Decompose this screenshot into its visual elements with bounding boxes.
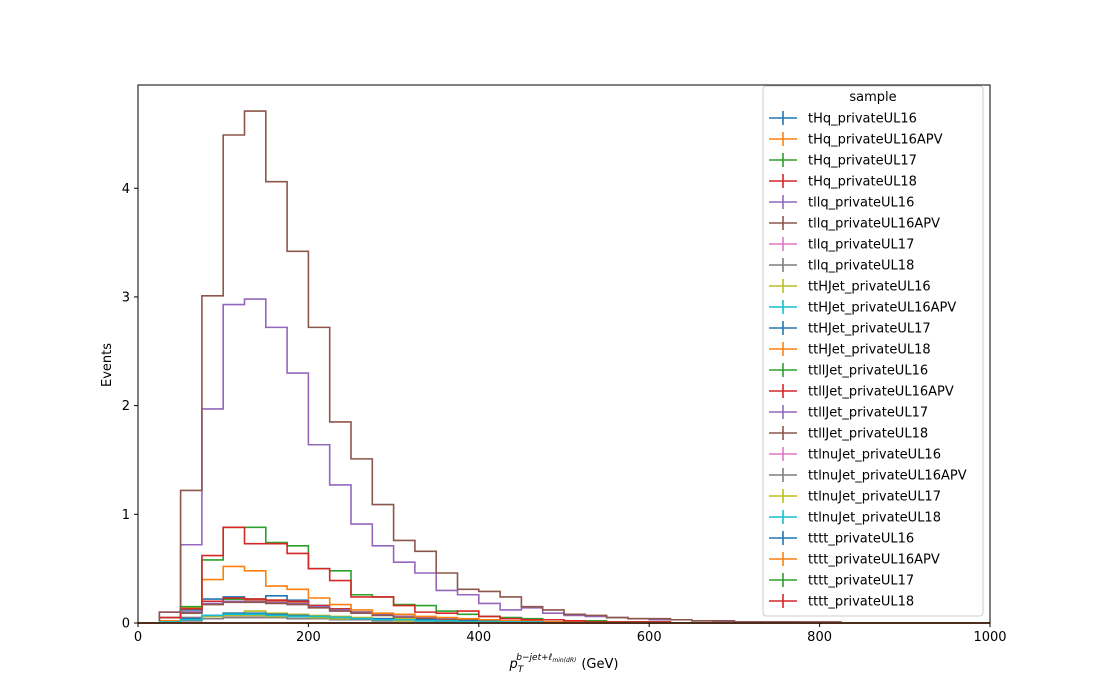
legend-label: ttllJet_privateUL18 [808, 427, 928, 442]
y-tick-label-2: 2 [122, 399, 130, 414]
legend-label: ttHJet_privateUL17 [808, 322, 931, 337]
legend-entry-6: tllq_privateUL17 [769, 237, 914, 253]
plot-frame [137, 84, 991, 624]
legend-entry-22: tttt_privateUL17 [769, 573, 914, 589]
legend-entry-7: tllq_privateUL18 [769, 258, 914, 274]
x-tick-label-4: 800 [807, 630, 832, 645]
x-axis-label-unit: (GeV) [581, 657, 618, 672]
legend-label: ttHJet_privateUL18 [808, 343, 931, 358]
legend-label: ttlnuJet_privateUL18 [808, 511, 941, 526]
legend-label: tttt_privateUL16 [808, 532, 914, 547]
legend-label: tttt_privateUL16APV [808, 553, 940, 568]
legend-label: tttt_privateUL18 [808, 595, 914, 610]
legend-label: ttHJet_privateUL16APV [808, 301, 956, 316]
legend-entry-3: tHq_privateUL18 [769, 174, 917, 190]
x-tick-label-5: 1000 [973, 630, 1006, 645]
legend-label: ttHJet_privateUL16 [808, 280, 931, 295]
x-tick-label-0: 0 [134, 630, 142, 645]
legend-label: tllq_privateUL16 [808, 196, 914, 211]
x-axis-label-sup: b−jet+ℓ [516, 653, 552, 663]
x-axis-label: pTb−jet+ℓmin(dR) (GeV) [509, 653, 619, 675]
legend-label: tHq_privateUL16 [808, 112, 917, 127]
legend-label: tllq_privateUL16APV [808, 217, 940, 232]
legend-entry-21: tttt_privateUL16APV [769, 552, 940, 568]
legend-label: tHq_privateUL17 [808, 154, 917, 169]
legend-entry-18: ttlnuJet_privateUL17 [769, 489, 941, 505]
legend-entry-15: ttllJet_privateUL18 [769, 426, 928, 442]
x-axis-label-base: p [509, 657, 518, 672]
legend-label: ttlnuJet_privateUL17 [808, 490, 941, 505]
x-axis-label-sub: T [518, 665, 525, 675]
legend-entry-10: ttHJet_privateUL17 [769, 321, 931, 337]
legend-entry-14: ttllJet_privateUL17 [769, 405, 928, 421]
x-tick-label-3: 600 [637, 630, 662, 645]
legend-entry-5: tllq_privateUL16APV [769, 216, 940, 232]
y-axis-label: Events [100, 343, 115, 387]
legend-label: tllq_privateUL18 [808, 259, 914, 274]
legend-label: ttlnuJet_privateUL16 [808, 448, 941, 463]
legend-label: tHq_privateUL16APV [808, 133, 943, 148]
legend-label: ttllJet_privateUL17 [808, 406, 928, 421]
legend-entry-1: tHq_privateUL16APV [769, 132, 943, 148]
y-tick-label-4: 4 [122, 182, 130, 197]
x-axis-label-sup-sub: min(dR) [552, 657, 576, 664]
legend-label: tllq_privateUL17 [808, 238, 914, 253]
legend-entry-23: tttt_privateUL18 [769, 594, 914, 610]
y-tick-label-1: 1 [122, 508, 130, 523]
legend-label: ttllJet_privateUL16APV [808, 385, 954, 400]
legend-entry-16: ttlnuJet_privateUL16 [769, 447, 941, 463]
legend-title: sample [849, 90, 896, 105]
legend-entry-8: ttHJet_privateUL16 [769, 279, 931, 295]
legend-entry-19: ttlnuJet_privateUL18 [769, 510, 941, 526]
y-tick-label-0: 0 [122, 617, 130, 632]
legend-label: ttllJet_privateUL16 [808, 364, 928, 379]
x-tick-label-1: 200 [296, 630, 321, 645]
legend-entry-2: tHq_privateUL17 [769, 153, 917, 169]
series-line-15 [138, 110, 990, 624]
y-tick-label-3: 3 [122, 290, 130, 305]
legend-entry-0: tHq_privateUL16 [769, 111, 917, 127]
x-tick-label-2: 400 [466, 630, 491, 645]
legend-label: ttlnuJet_privateUL16APV [808, 469, 967, 484]
legend-label: tttt_privateUL17 [808, 574, 914, 589]
legend-entry-13: ttllJet_privateUL16APV [769, 384, 954, 400]
legend-box [762, 85, 984, 617]
ticks-layer: 0 200 400 600 800 1000 0 1 2 3 4 [122, 182, 1007, 645]
legend-entry-11: ttHJet_privateUL18 [769, 342, 931, 358]
legend-entry-9: ttHJet_privateUL16APV [769, 300, 956, 316]
legend: sample tHq_privateUL16 tHq_privateUL16APV… [762, 85, 984, 617]
legend-entry-20: tttt_privateUL16 [769, 531, 914, 547]
legend-label: tHq_privateUL18 [808, 175, 917, 190]
legend-entry-17: ttlnuJet_privateUL16APV [769, 468, 967, 484]
legend-entry-4: tllq_privateUL16 [769, 195, 914, 211]
legend-entry-12: ttllJet_privateUL16 [769, 363, 928, 379]
